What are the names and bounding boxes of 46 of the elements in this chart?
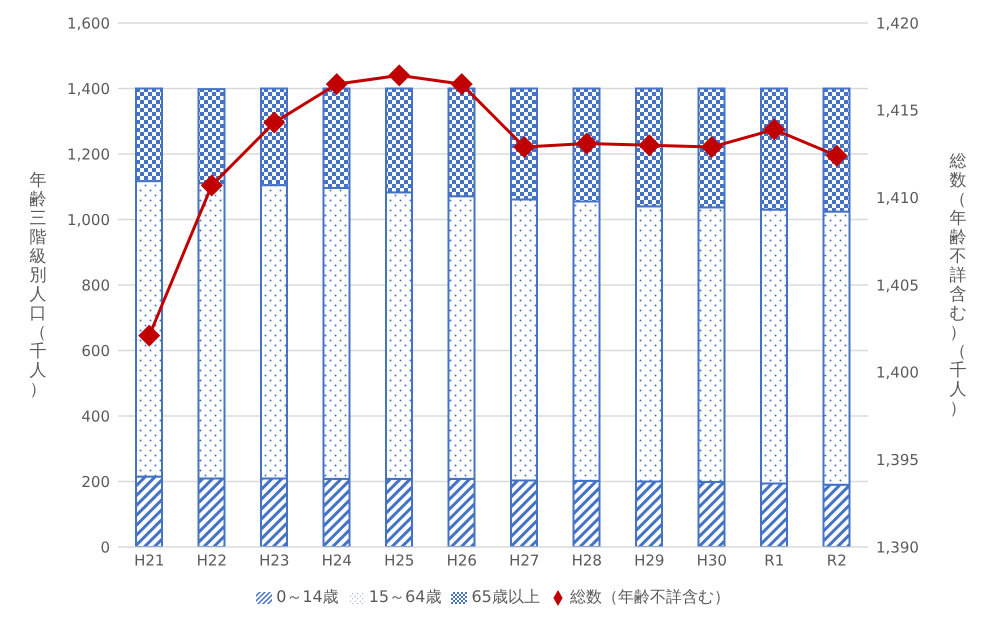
y-tick-label: 200	[81, 472, 110, 491]
x-tick-label: H30	[696, 552, 727, 570]
y-tick-label: 400	[81, 407, 110, 426]
y2-tick-label: 1,415	[876, 102, 919, 120]
y2-tick-label: 1,410	[876, 188, 919, 207]
point	[263, 112, 286, 134]
legend-label: 65歳以上	[471, 587, 540, 606]
x-tick-label: R1	[764, 552, 784, 570]
x-tick-label: H23	[259, 552, 290, 570]
y-tick-label: 1,200	[67, 145, 110, 164]
y2-tick-label: 1,405	[876, 276, 919, 294]
y2-tick-label: 1,420	[876, 14, 919, 32]
point	[388, 64, 410, 86]
text: 年齢三階級別人口（千人）	[30, 170, 46, 400]
legend-label: 15～64歳	[368, 587, 442, 606]
x-tick-label: H25	[384, 552, 414, 570]
point	[763, 118, 786, 141]
point	[576, 132, 598, 155]
y-tick-label: 0	[100, 538, 110, 556]
legend-label: 総数（年齢不詳含む）	[570, 587, 730, 606]
y-tick-label: 1,400	[67, 80, 110, 98]
point	[450, 73, 473, 96]
y-tick-label: 1,600	[67, 14, 110, 32]
point	[200, 174, 223, 196]
y-tick-label: 1,000	[67, 210, 110, 229]
y2-tick-label: 1,395	[876, 450, 919, 469]
point	[326, 73, 348, 96]
y2-tick-label: 1,390	[876, 538, 919, 556]
y-tick-label: 800	[81, 276, 110, 294]
y-tick-label: 600	[81, 342, 110, 360]
x-tick-label: H26	[446, 552, 477, 570]
x-tick-label: H28	[572, 552, 602, 570]
y2-tick-label: 1,400	[876, 364, 919, 382]
point	[138, 324, 160, 347]
x-tick-label: R2	[826, 552, 847, 570]
x-tick-label: H24	[322, 552, 352, 570]
x-tick-label: H27	[509, 552, 540, 570]
point	[700, 136, 723, 158]
x-tick-label: H22	[196, 552, 227, 570]
legend-label: 0～14歳	[276, 587, 339, 606]
point	[513, 136, 536, 158]
text: 総数（年齢不詳含む）（千人）	[950, 152, 966, 418]
x-tick-label: H21	[134, 552, 164, 570]
x-tick-label: H29	[634, 552, 664, 570]
point	[826, 144, 848, 167]
point	[638, 134, 660, 156]
